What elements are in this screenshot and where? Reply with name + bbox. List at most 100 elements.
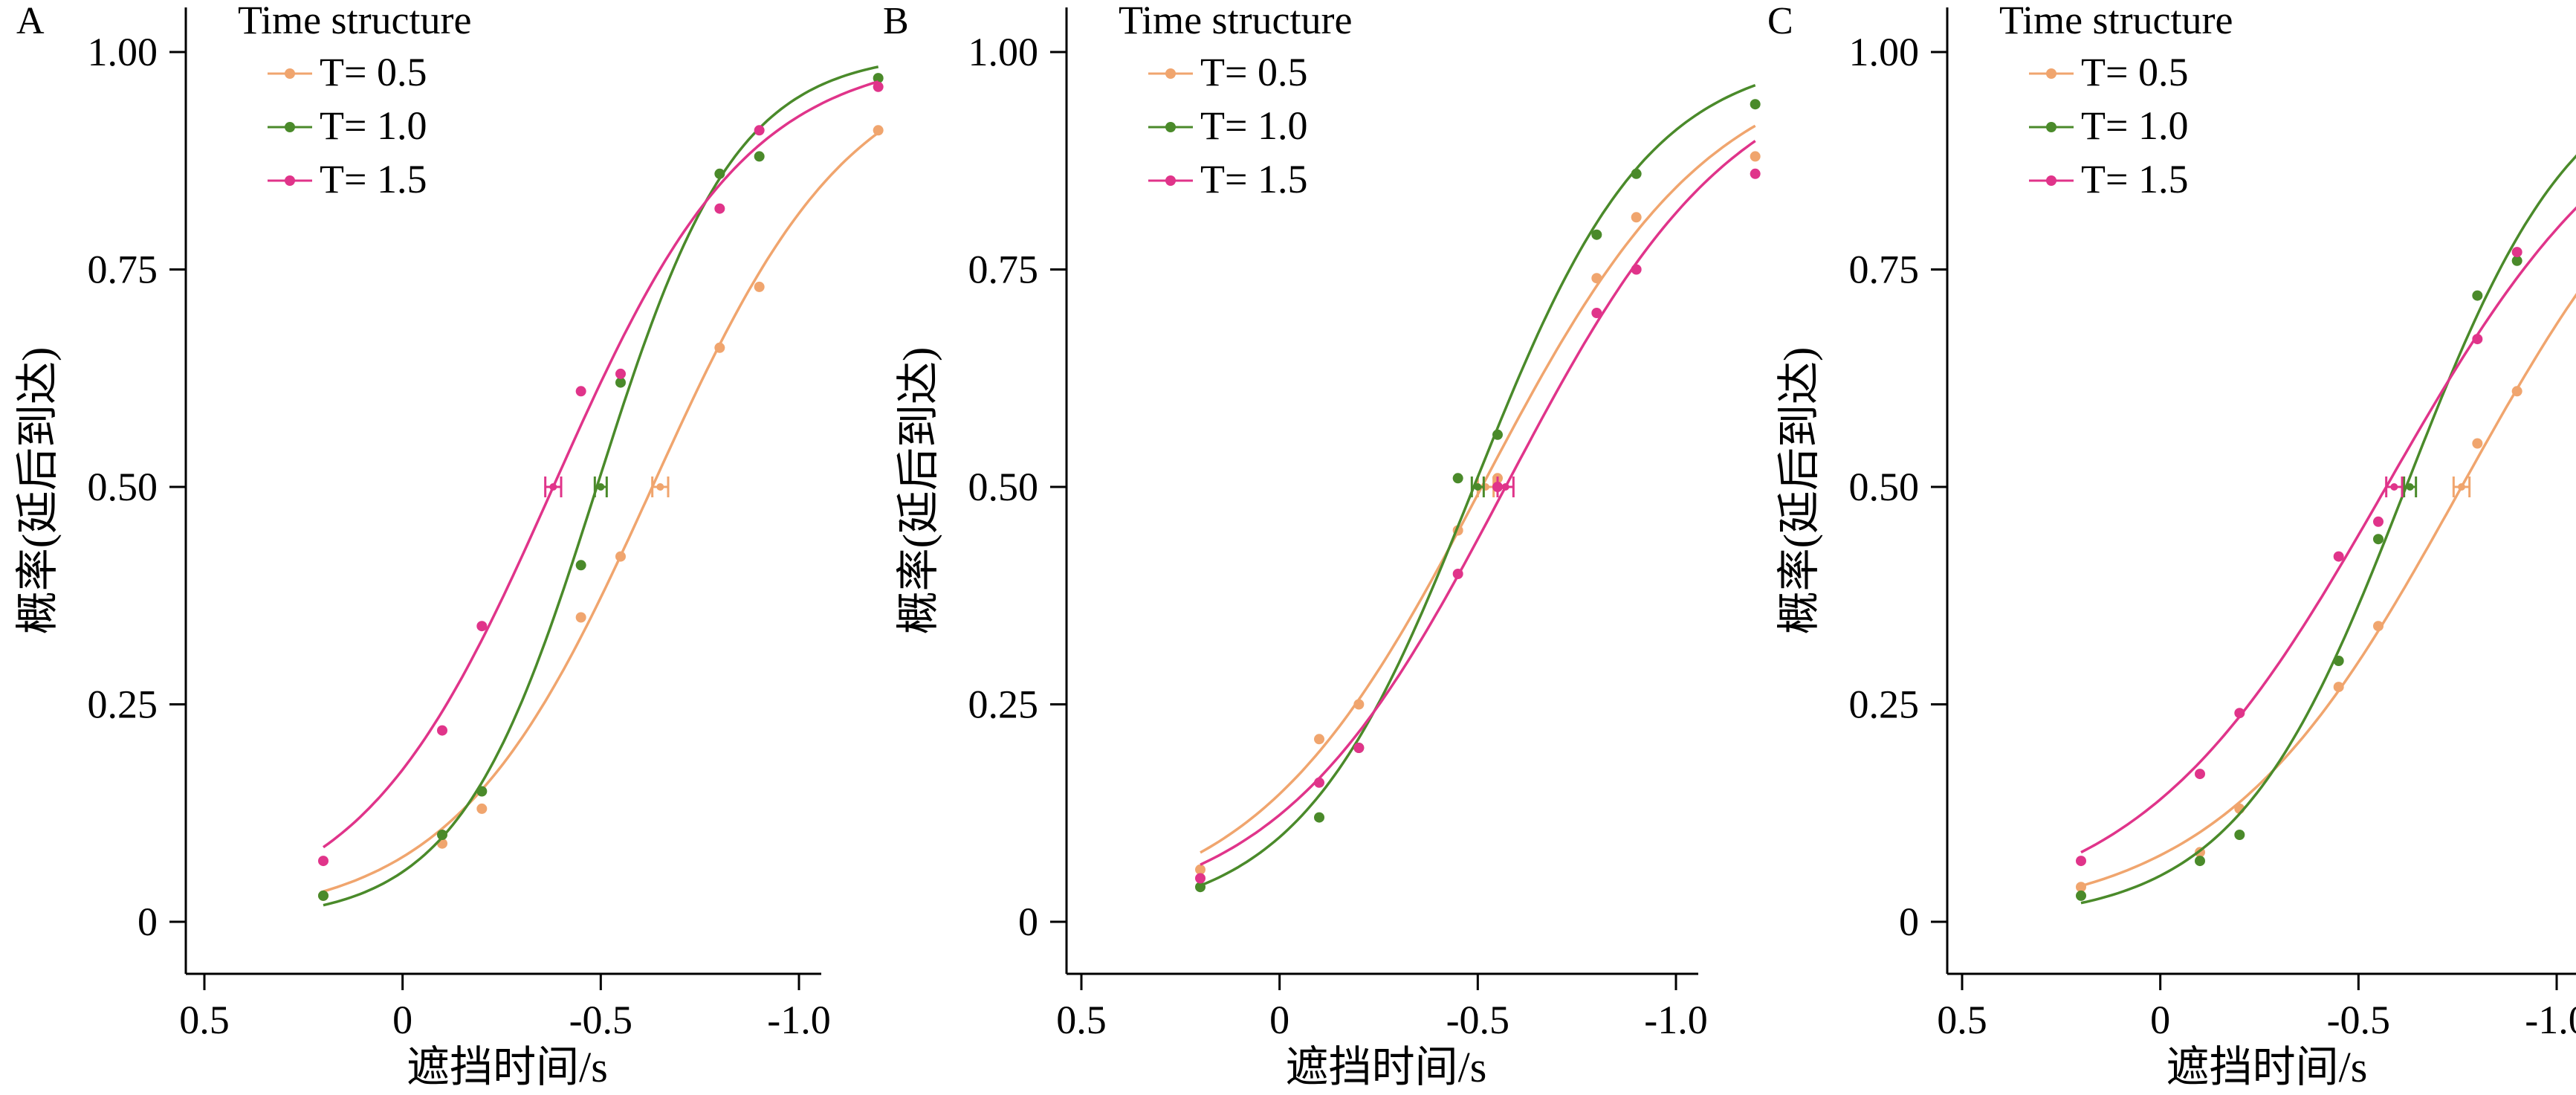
y-axis-label: 概率(延后到达) (1775, 347, 1823, 635)
y-tick-label: 0.75 (968, 248, 1039, 292)
panel-letter-C: C (1767, 0, 1793, 42)
legend-label: T= 1.0 (1200, 103, 1307, 148)
legend-swatch-marker (2046, 68, 2056, 79)
x-tick-label: 0.5 (1937, 998, 1987, 1042)
x-tick-label: -1.0 (767, 998, 830, 1042)
legend-label: T= 1.5 (320, 157, 427, 201)
pse-point (2458, 483, 2465, 491)
data-point (476, 621, 488, 632)
legend-swatch-marker (1165, 122, 1176, 132)
data-point (1750, 168, 1761, 179)
data-point (1631, 212, 1642, 223)
legend-label: T= 1.5 (2081, 157, 2188, 201)
data-point (476, 803, 488, 814)
legend-swatch-marker (2046, 175, 2056, 186)
legend-swatch-marker (285, 122, 295, 132)
data-point (2333, 656, 2344, 666)
data-point (2472, 438, 2483, 449)
pse-point (2390, 483, 2398, 491)
data-point (873, 73, 884, 84)
data-point (2333, 682, 2344, 693)
series-T-0.5 (318, 125, 884, 901)
data-point (1750, 151, 1761, 162)
x-tick-label: 0 (392, 998, 412, 1042)
fit-curve (1200, 140, 1756, 866)
legend-label: T= 0.5 (320, 50, 427, 94)
y-tick-label: 0.75 (1849, 248, 1920, 292)
data-point (2333, 551, 2344, 562)
data-point (714, 168, 725, 179)
x-tick-label: 0 (2150, 998, 2170, 1042)
y-tick-label: 0 (137, 899, 158, 944)
y-tick-label: 0.25 (968, 682, 1039, 727)
pse-point (656, 483, 664, 491)
pse-point (2406, 483, 2414, 491)
data-point (2511, 247, 2522, 258)
legend-title: Time structure (1119, 0, 1352, 42)
legend-title: Time structure (1999, 0, 2233, 42)
pse-point (597, 483, 605, 491)
legend-item: T= 1.5 (268, 157, 427, 201)
fit-curve (2080, 206, 2576, 854)
data-point (2373, 516, 2384, 527)
series-T-1.5 (318, 80, 884, 867)
legend-item: T= 0.5 (2029, 50, 2188, 94)
data-point (754, 125, 765, 136)
data-point (2234, 830, 2245, 840)
fit-curve (2080, 293, 2576, 888)
data-point (2511, 255, 2522, 266)
legend-label: T= 0.5 (1200, 50, 1307, 94)
panel-letter-A: A (16, 0, 45, 42)
data-point (714, 342, 725, 353)
series-T-1.0 (2076, 154, 2576, 905)
data-point (437, 725, 447, 736)
data-point (1195, 873, 1206, 884)
legend-item: T= 0.5 (268, 50, 427, 94)
legend-item: T= 1.0 (2029, 103, 2188, 148)
data-point (575, 560, 586, 571)
series-T-1.0 (1195, 83, 1761, 893)
pse-point (549, 483, 557, 491)
y-tick-label: 1.00 (1849, 30, 1920, 74)
data-point (1314, 812, 1324, 823)
data-point (318, 890, 329, 901)
data-point (754, 281, 765, 292)
y-axis-label: 概率(延后到达) (13, 347, 62, 635)
legend-label: T= 1.0 (2081, 103, 2188, 148)
legend: Time structure T= 0.5 T= 1.0 T= 1.5 (238, 0, 471, 201)
legend-item: T= 1.0 (1148, 103, 1307, 148)
data-point (1195, 882, 1206, 893)
y-tick-label: 1.00 (968, 30, 1039, 74)
x-tick-label: -0.5 (1446, 998, 1509, 1042)
legend-item: T= 0.5 (1148, 50, 1307, 94)
legend-item: T= 1.5 (1148, 157, 1307, 201)
x-tick-label: 0 (1269, 998, 1289, 1042)
x-axis-label: 遮挡时间/s (2166, 1043, 2368, 1091)
data-point (2076, 882, 2086, 893)
data-point (1631, 264, 1642, 275)
data-point (1195, 864, 1206, 875)
y-tick-label: 0.75 (88, 248, 158, 292)
data-point (2373, 534, 2384, 545)
y-tick-label: 1.00 (88, 30, 158, 74)
data-point (1353, 699, 1365, 710)
y-tick-label: 0.25 (88, 682, 158, 727)
x-tick-label: -1.0 (1644, 998, 1707, 1042)
legend-label: T= 1.0 (320, 103, 427, 148)
data-point (1452, 473, 1463, 484)
legend-swatch-marker (285, 68, 295, 79)
legend-swatch-marker (2046, 122, 2056, 132)
x-axis-label: 遮挡时间/s (407, 1043, 608, 1091)
data-point (1492, 429, 1503, 440)
data-point (476, 786, 488, 797)
data-point (575, 612, 586, 623)
data-point (575, 386, 586, 397)
series-T-1.5 (1195, 140, 1761, 884)
data-point (2472, 334, 2483, 345)
data-point (615, 551, 626, 562)
legend-swatch-marker (1165, 175, 1176, 186)
data-point (615, 377, 626, 388)
series-T-1.5 (2076, 206, 2576, 867)
